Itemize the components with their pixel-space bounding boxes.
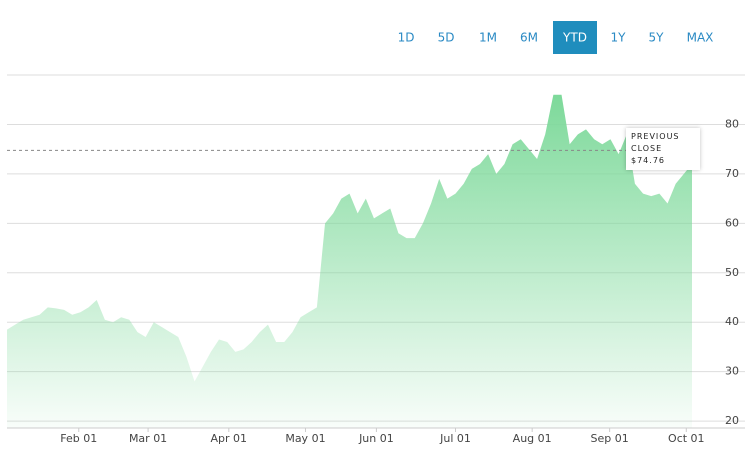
range-button-label: 1M	[479, 31, 497, 45]
x-tick-label: Feb 01	[60, 432, 97, 445]
y-tick-label: 20	[725, 414, 739, 427]
range-button-label: 1D	[398, 31, 415, 45]
range-button[interactable]: YTD	[553, 21, 597, 54]
x-tick-label: Jul 01	[439, 432, 471, 445]
range-button-label: MAX	[687, 31, 714, 45]
range-button[interactable]: 5Y	[649, 31, 665, 45]
range-button[interactable]: 1D	[398, 31, 415, 45]
range-button-label: 1Y	[611, 31, 627, 45]
range-button-bg	[553, 21, 597, 54]
range-button-label: 5Y	[649, 31, 665, 45]
previous-close-label: PREVIOUS CLOSE $74.76	[626, 128, 700, 171]
x-tick-label: May 01	[285, 432, 325, 445]
y-tick-label: 40	[725, 315, 739, 328]
price-area	[7, 94, 692, 428]
x-tick-label: Oct 01	[668, 432, 705, 445]
y-tick-label: 60	[725, 216, 739, 229]
y-tick-label: 30	[725, 365, 739, 378]
previous-close-title: PREVIOUS CLOSE	[631, 132, 680, 154]
range-button[interactable]: 1Y	[611, 31, 627, 45]
y-tick-label: 50	[725, 266, 739, 279]
previous-close-value: $74.76	[631, 156, 665, 166]
x-tick-label: Mar 01	[129, 432, 167, 445]
y-tick-label: 70	[725, 167, 739, 180]
range-button-label: YTD	[562, 31, 587, 45]
y-tick-label: 80	[725, 117, 739, 130]
x-tick-label: Aug 01	[513, 432, 552, 445]
range-button[interactable]: 6M	[520, 31, 538, 45]
range-button[interactable]: MAX	[687, 31, 714, 45]
x-tick-label: Apr 01	[211, 432, 248, 445]
range-button[interactable]: 5D	[438, 31, 455, 45]
range-button-label: 5D	[438, 31, 455, 45]
range-button-label: 6M	[520, 31, 538, 45]
x-tick-label: Sep 01	[591, 432, 629, 445]
range-button[interactable]: 1M	[479, 31, 497, 45]
x-tick-label: Jun 01	[358, 432, 394, 445]
